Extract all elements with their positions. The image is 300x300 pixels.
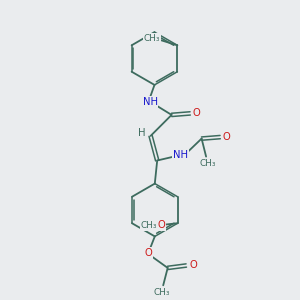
Text: CH₃: CH₃: [153, 288, 170, 297]
Text: H: H: [138, 128, 145, 139]
Text: CH₃: CH₃: [140, 221, 157, 230]
Text: CH₃: CH₃: [199, 159, 216, 168]
Text: O: O: [144, 248, 152, 258]
Text: O: O: [193, 108, 201, 118]
Text: O: O: [189, 260, 197, 271]
Text: NH: NH: [173, 150, 188, 160]
Text: O: O: [157, 220, 165, 230]
Text: NH: NH: [142, 97, 158, 107]
Text: O: O: [223, 132, 231, 142]
Text: CH₃: CH₃: [143, 34, 160, 43]
